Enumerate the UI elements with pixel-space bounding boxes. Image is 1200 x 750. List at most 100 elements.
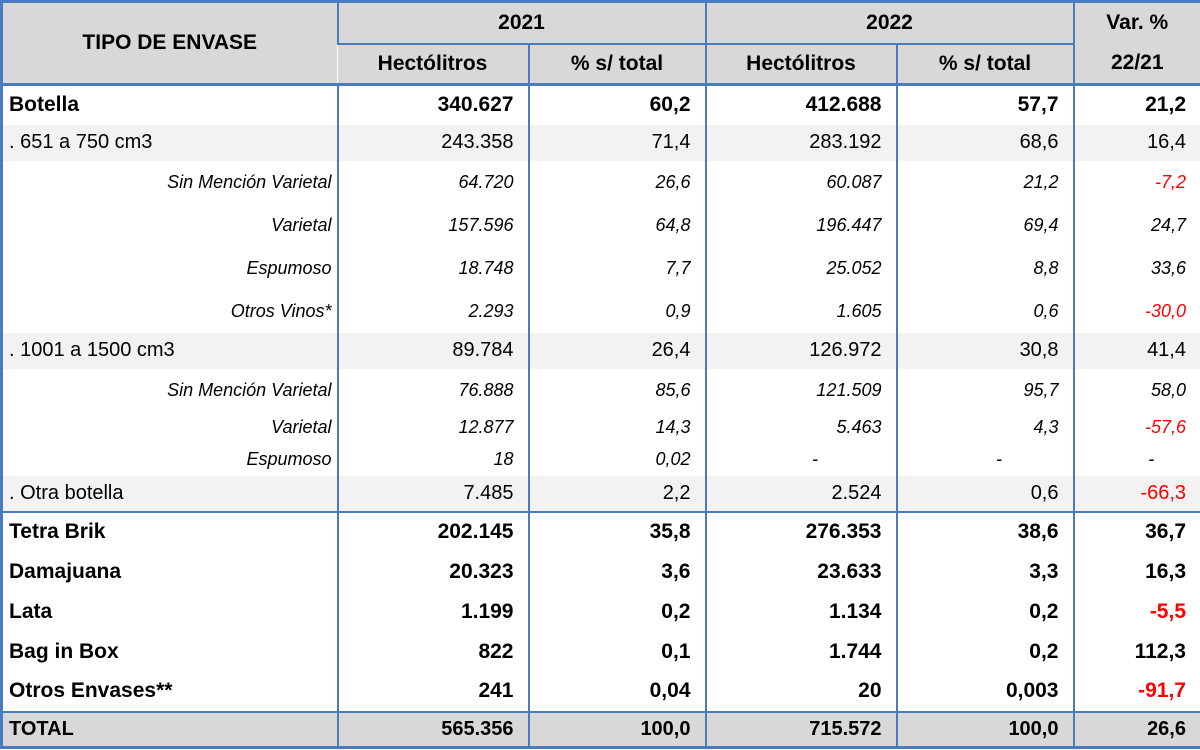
hectolitros-2022-value: 412.688 <box>704 84 897 125</box>
hectolitros-2021-value: 18 <box>336 443 529 476</box>
pct-total-2021-value: 85,6 <box>527 368 706 412</box>
var-pct-value: 16,3 <box>1072 551 1200 592</box>
row-label: Damajuana <box>9 559 122 583</box>
var-pct-value: 112,3 <box>1072 631 1200 672</box>
pct-total-2021-value: 0,02 <box>527 443 706 476</box>
hectolitros-2021-value: 12.877 <box>336 411 529 444</box>
pct-total-2021-value: 100,0 <box>527 710 706 748</box>
column-header-var-pct: Var. % 22/21 <box>1072 1 1200 86</box>
column-header-year-2021: 2021 <box>336 1 706 45</box>
pct-total-2022-value: 3,3 <box>895 551 1074 592</box>
row-label: . 1001 a 1500 cm3 <box>1 332 338 369</box>
table-row: Otros Envases** 241 0,04 20 0,003 -91,7 <box>2 671 1200 712</box>
var-pct-value: -57,6 <box>1072 411 1200 444</box>
hectolitros-2022-value: 121.509 <box>704 368 897 412</box>
pct-total-2021-value: 14,3 <box>527 411 706 444</box>
hectolitros-2021-value: 241 <box>336 671 529 712</box>
var-pct-value: 16,4 <box>1072 124 1200 161</box>
table-row: . 651 a 750 cm3 243.358 71,4 283.192 68,6 16,… <box>1 124 1200 161</box>
table-row: Espumoso 18.748 7,7 25.052 8,8 33,6 <box>2 246 1200 290</box>
var-pct-value: -30,0 <box>1072 289 1200 333</box>
row-label: Botella <box>9 93 80 117</box>
row-label: Varietal <box>271 214 332 235</box>
row-label: . Otra botella <box>1 475 338 513</box>
hectolitros-2022-value: 25.052 <box>704 246 897 290</box>
hectolitros-2022-value: 1.134 <box>704 591 897 632</box>
hectolitros-2022-value: 196.447 <box>704 203 897 247</box>
hectolitros-2022-value: 283.192 <box>704 124 897 161</box>
table-row: Varietal 12.877 14,3 5.463 4,3 -57,6 <box>2 411 1200 444</box>
row-label: Espumoso <box>246 449 332 469</box>
header-row-years: TIPO DE ENVASE 2021 2022 Var. % 22/21 <box>1 1 1200 86</box>
table-row: . 1001 a 1500 cm3 89.784 26,4 126.972 30,8 41… <box>1 332 1200 369</box>
column-header-tipo-de-envase: TIPO DE ENVASE <box>1 1 338 86</box>
hectolitros-2021-value: 157.596 <box>336 203 529 247</box>
row-label: Varietal <box>271 417 332 437</box>
hectolitros-2022-value: 23.633 <box>704 551 897 592</box>
hectolitros-2022-value: 1.605 <box>704 289 897 333</box>
table-row: Lata 1.199 0,2 1.134 0,2 -5,5 <box>2 591 1200 632</box>
hectolitros-2022-value: 126.972 <box>704 332 897 369</box>
row-label: Otros Vinos* <box>230 300 332 321</box>
var-pct-value: - <box>1072 443 1200 476</box>
pct-total-2022-value: 0,2 <box>895 591 1074 632</box>
hectolitros-2021-value: 243.358 <box>336 124 529 161</box>
pct-total-2021-value: 35,8 <box>527 511 706 552</box>
column-header-pct-total-2022: % s/ total <box>895 43 1074 86</box>
hectolitros-2022-value: 1.744 <box>704 631 897 672</box>
row-label: Tetra Brik <box>9 520 106 543</box>
pct-total-2021-value: 0,1 <box>527 631 706 672</box>
var-pct-value: -66,3 <box>1072 475 1200 513</box>
pct-total-2021-value: 2,2 <box>527 475 706 513</box>
pct-total-2021-value: 71,4 <box>527 124 706 161</box>
var-pct-value: 58,0 <box>1072 368 1200 412</box>
var-pct-value: 21,2 <box>1072 84 1200 125</box>
pct-total-2022-value: 69,4 <box>895 203 1074 247</box>
hectolitros-2021-value: 565.356 <box>336 710 529 748</box>
pct-total-2021-value: 64,8 <box>527 203 706 247</box>
hectolitros-2022-value: 2.524 <box>704 475 897 513</box>
row-label: Espumoso <box>246 257 332 278</box>
table-row: Otros Vinos* 2.293 0,9 1.605 0,6 -30,0 <box>2 289 1200 333</box>
var-pct-value: 26,6 <box>1072 710 1200 748</box>
row-label: Sin Mención Varietal <box>167 171 332 192</box>
pct-total-2021-value: 0,9 <box>527 289 706 333</box>
var-pct-label: Var. % <box>1106 11 1169 34</box>
column-header-year-2022: 2022 <box>704 1 1074 45</box>
pct-total-2021-value: 0,2 <box>527 591 706 632</box>
hectolitros-2021-value: 202.145 <box>336 511 529 552</box>
var-pct-period: 22/21 <box>1110 51 1164 74</box>
row-label: Lata <box>9 599 53 623</box>
pct-total-2022-value: 57,7 <box>895 84 1074 125</box>
pct-total-2021-value: 0,04 <box>527 671 706 712</box>
hectolitros-2022-value: 276.353 <box>704 511 897 552</box>
table-row: Botella 340.627 60,2 412.688 57,7 21,2 <box>2 84 1200 125</box>
table-row: Espumoso 18 0,02- - - <box>2 443 1200 476</box>
hectolitros-2021-value: 76.888 <box>336 368 529 412</box>
hectolitros-2021-value: 822 <box>336 631 529 672</box>
hectolitros-2022-value: 60.087 <box>704 160 897 204</box>
pct-total-2021-value: 3,6 <box>527 551 706 592</box>
table-body: Botella 340.627 60,2 412.688 57,7 21,2. 651 a… <box>1 84 1200 748</box>
pct-total-2022-value: 4,3 <box>895 411 1074 444</box>
pct-total-2022-value: 8,8 <box>895 246 1074 290</box>
hectolitros-2021-value: 2.293 <box>336 289 529 333</box>
table-row: Tetra Brik 202.145 35,8 276.353 38,6 36,7 <box>2 511 1200 552</box>
row-label: Otros Envases** <box>9 679 173 702</box>
hectolitros-2021-value: 20.323 <box>336 551 529 592</box>
column-header-pct-total-2021: % s/ total <box>527 43 706 86</box>
hectolitros-2022-value: 20 <box>704 671 897 712</box>
table-row: TOTAL 565.356 100,0 715.572 100,0 26,6 <box>1 710 1200 748</box>
pct-total-2022-value: 30,8 <box>895 332 1074 369</box>
var-pct-value: -91,7 <box>1072 671 1200 712</box>
header-row-measures: Hectólitros % s/ total Hectólitros % s/ … <box>2 43 1200 86</box>
table-row: Varietal 157.596 64,8 196.447 69,4 24,7 <box>2 203 1200 247</box>
hectolitros-2022-value: 715.572 <box>704 710 897 748</box>
hectolitros-2021-value: 7.485 <box>336 475 529 513</box>
pct-total-2022-value: 0,6 <box>895 289 1074 333</box>
pct-total-2021-value: 60,2 <box>527 84 706 125</box>
row-label: Bag in Box <box>9 639 119 663</box>
var-pct-value: 36,7 <box>1072 511 1200 552</box>
column-header-hectolitros-2022: Hectólitros <box>704 43 897 86</box>
var-pct-value: 33,6 <box>1072 246 1200 290</box>
